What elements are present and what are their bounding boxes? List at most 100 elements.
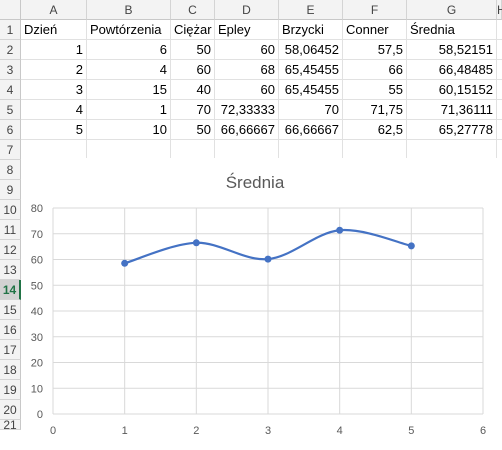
cell-a5[interactable]: 4 [21, 100, 87, 120]
x-tick-label: 4 [337, 425, 343, 437]
cell-f1[interactable]: Conner [343, 20, 407, 40]
column-header-g[interactable]: G [407, 0, 497, 20]
column-header-e[interactable]: E [279, 0, 343, 20]
row-header-13[interactable]: 13 [0, 260, 21, 280]
cell-g2[interactable]: 58,52151 [407, 40, 497, 60]
cell-h3[interactable] [497, 60, 502, 80]
cell-g3[interactable]: 66,48485 [407, 60, 497, 80]
cell-b3[interactable]: 4 [87, 60, 171, 80]
data-point-3[interactable] [264, 255, 272, 263]
cell-g1[interactable]: Średnia [407, 20, 497, 40]
cell-d5[interactable]: 72,33333 [215, 100, 279, 120]
cell-h5[interactable] [497, 100, 502, 120]
cell-d2[interactable]: 60 [215, 40, 279, 60]
column-header-c[interactable]: C [171, 0, 215, 20]
cell-d6[interactable]: 66,66667 [215, 120, 279, 140]
cell-a7[interactable] [21, 140, 87, 160]
y-tick-label: 70 [31, 229, 43, 241]
cell-g7[interactable] [407, 140, 497, 160]
data-point-4[interactable] [336, 226, 344, 234]
cell-d3[interactable]: 68 [215, 60, 279, 80]
cell-e7[interactable] [279, 140, 343, 160]
cell-h1[interactable] [497, 20, 502, 40]
row-header-11[interactable]: 11 [0, 220, 21, 240]
column-header-a[interactable]: A [21, 0, 87, 20]
column-header-h[interactable]: H [497, 0, 502, 20]
cell-h7[interactable] [497, 140, 502, 160]
line-chart[interactable]: Średnia 0 10 20 30 40 50 60 70 80 0 1 2 3 4 5 6 [21, 158, 502, 450]
cell-a2[interactable]: 1 [21, 40, 87, 60]
cell-d1[interactable]: Epley [215, 20, 279, 40]
row-header-3[interactable]: 3 [0, 60, 21, 80]
cell-g5[interactable]: 71,36111 [407, 100, 497, 120]
cell-d4[interactable]: 60 [215, 80, 279, 100]
select-all-corner[interactable] [0, 0, 21, 20]
cell-f6[interactable]: 62,5 [343, 120, 407, 140]
cell-c7[interactable] [171, 140, 215, 160]
row-header-15[interactable]: 15 [0, 300, 21, 320]
row-header-16[interactable]: 16 [0, 320, 21, 340]
cell-c1[interactable]: Ciężar [171, 20, 215, 40]
cell-f5[interactable]: 71,75 [343, 100, 407, 120]
cell-d7[interactable] [215, 140, 279, 160]
cell-e1[interactable]: Brzycki [279, 20, 343, 40]
row-header-10[interactable]: 10 [0, 200, 21, 220]
row-header-6[interactable]: 6 [0, 120, 21, 140]
row-header-7[interactable]: 7 [0, 140, 21, 160]
row-header-14[interactable]: 14 [0, 280, 21, 300]
cell-f7[interactable] [343, 140, 407, 160]
row-header-2[interactable]: 2 [0, 40, 21, 60]
y-tick-label: 50 [31, 280, 43, 292]
cell-c3[interactable]: 60 [171, 60, 215, 80]
row-header-21[interactable]: 21 [0, 419, 21, 431]
cell-b2[interactable]: 6 [87, 40, 171, 60]
cell-c2[interactable]: 50 [171, 40, 215, 60]
cell-g4[interactable]: 60,15152 [407, 80, 497, 100]
cell-h4[interactable] [497, 80, 502, 100]
cell-a6[interactable]: 5 [21, 120, 87, 140]
cell-a1[interactable]: Dzień [21, 20, 87, 40]
x-tick-label: 6 [480, 425, 486, 437]
cell-g6[interactable]: 65,27778 [407, 120, 497, 140]
cell-e5[interactable]: 70 [279, 100, 343, 120]
y-tick-label: 0 [37, 409, 43, 421]
cell-c4[interactable]: 40 [171, 80, 215, 100]
column-header-d[interactable]: D [215, 0, 279, 20]
row-header-12[interactable]: 12 [0, 240, 21, 260]
cell-a4[interactable]: 3 [21, 80, 87, 100]
column-header-f[interactable]: F [343, 0, 407, 20]
cell-c5[interactable]: 70 [171, 100, 215, 120]
cell-h6[interactable] [497, 120, 502, 140]
row-header-20[interactable]: 20 [0, 400, 21, 420]
cell-a3[interactable]: 2 [21, 60, 87, 80]
cell-b1[interactable]: Powtórzenia [87, 20, 171, 40]
cell-e3[interactable]: 65,45455 [279, 60, 343, 80]
cell-h2[interactable] [497, 40, 502, 60]
chart-canvas: Średnia 0 10 20 30 40 50 60 70 80 0 1 2 3 4 5 6 [31, 173, 486, 437]
data-point-1[interactable] [121, 259, 129, 267]
cell-b7[interactable] [87, 140, 171, 160]
row-header-17[interactable]: 17 [0, 340, 21, 360]
row-header-5[interactable]: 5 [0, 100, 21, 120]
row-header-1[interactable]: 1 [0, 20, 21, 40]
cell-f4[interactable]: 55 [343, 80, 407, 100]
cell-b6[interactable]: 10 [87, 120, 171, 140]
row-header-4[interactable]: 4 [0, 80, 21, 100]
cell-b5[interactable]: 1 [87, 100, 171, 120]
data-point-5[interactable] [407, 242, 415, 250]
cell-c6[interactable]: 50 [171, 120, 215, 140]
cell-e4[interactable]: 65,45455 [279, 80, 343, 100]
x-tick-label: 2 [193, 425, 199, 437]
row-header-18[interactable]: 18 [0, 360, 21, 380]
row-header-9[interactable]: 9 [0, 180, 21, 200]
cell-e6[interactable]: 66,66667 [279, 120, 343, 140]
cell-e2[interactable]: 58,06452 [279, 40, 343, 60]
column-header-b[interactable]: B [87, 0, 171, 20]
cell-f3[interactable]: 66 [343, 60, 407, 80]
cell-b4[interactable]: 15 [87, 80, 171, 100]
data-point-2[interactable] [192, 239, 200, 247]
cell-f2[interactable]: 57,5 [343, 40, 407, 60]
row-header-8[interactable]: 8 [0, 160, 21, 180]
row-header-19[interactable]: 19 [0, 380, 21, 400]
